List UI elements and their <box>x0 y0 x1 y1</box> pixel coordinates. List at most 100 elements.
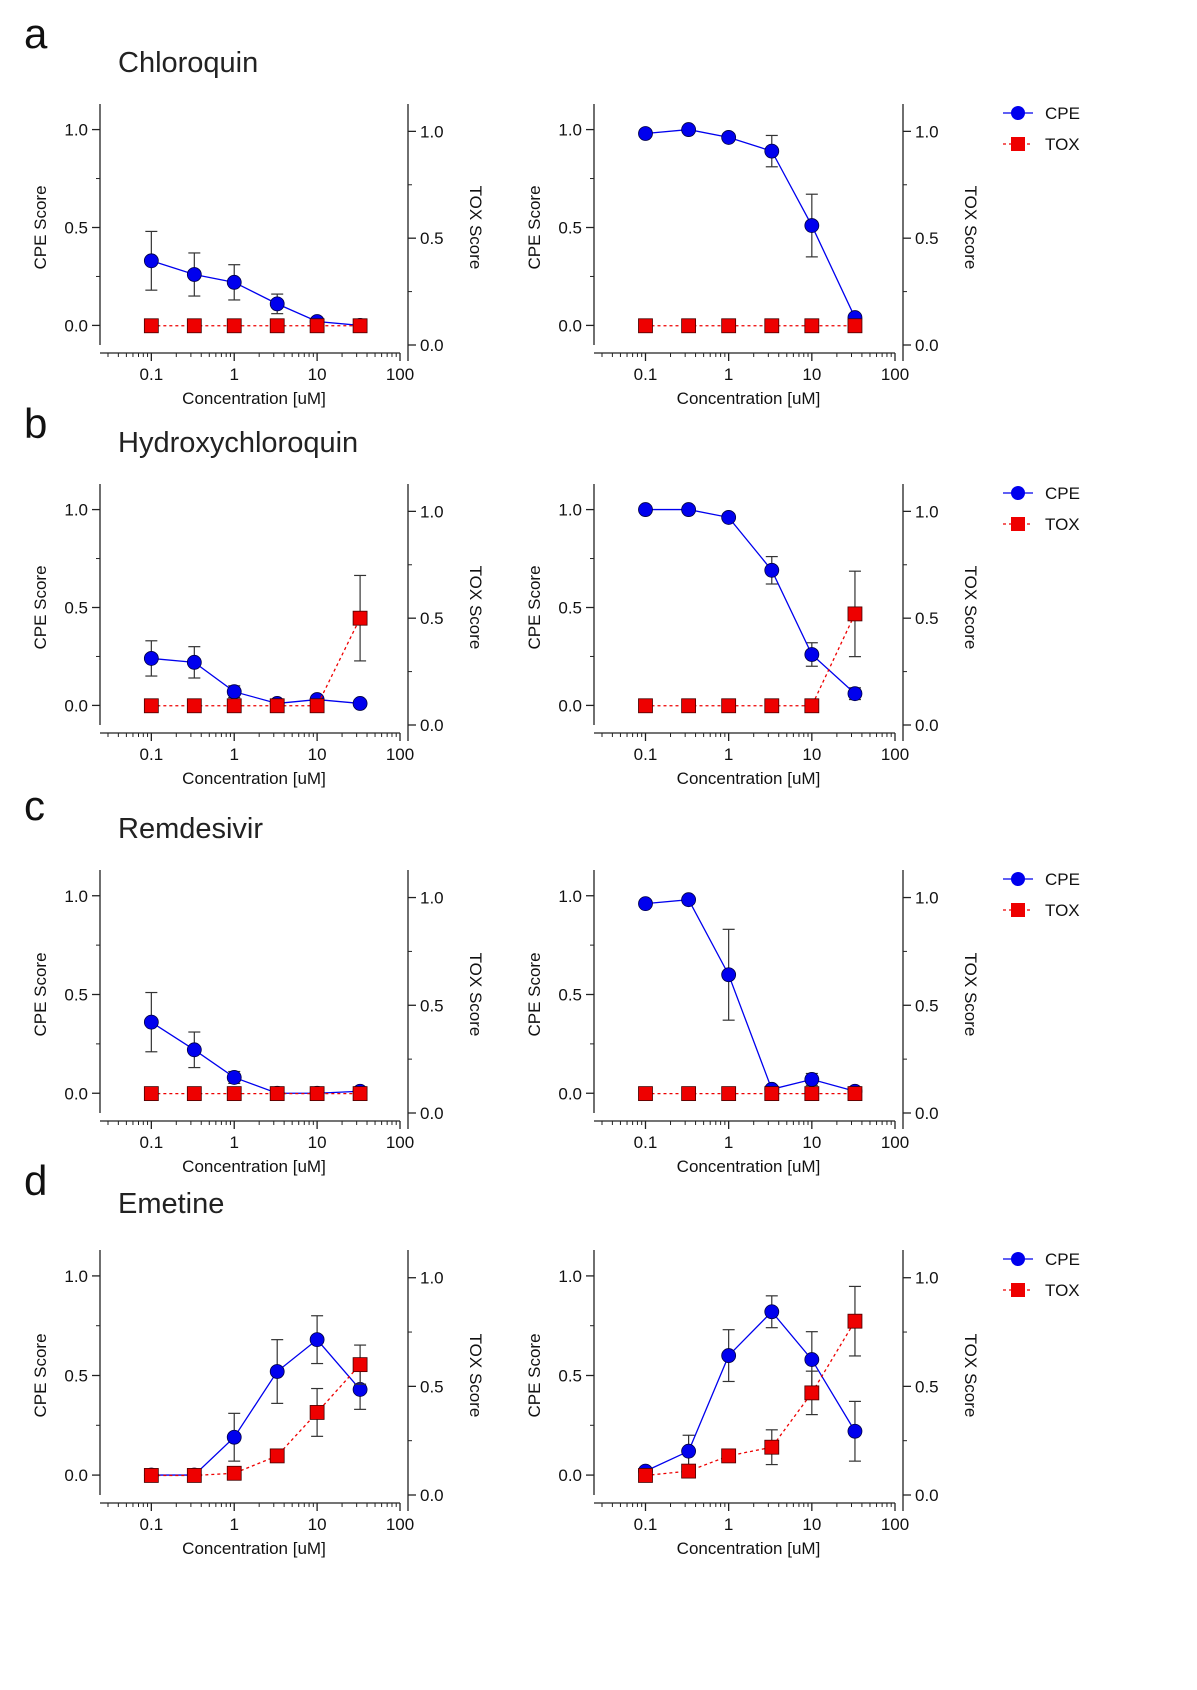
x-tick-label: 10 <box>802 365 821 384</box>
cpe-point <box>226 684 242 700</box>
x-tick-label: 0.1 <box>140 1133 164 1152</box>
y-tick-label: 1.0 <box>558 1267 582 1286</box>
x-tick-label: 10 <box>308 745 327 764</box>
chart-a-right: 0.0 0.5 1.0 CPE Score 0.0 0.5 1.0 TOX Score 0.1 1… <box>525 104 1080 408</box>
cpe-point <box>226 1070 242 1085</box>
y-tick-label: 0.0 <box>558 696 582 715</box>
cpe-point <box>681 122 697 137</box>
tox-point <box>226 1086 242 1102</box>
tox-point <box>804 698 820 714</box>
legend-tox-marker <box>1011 517 1025 531</box>
y2-tick-label: 0.5 <box>915 996 939 1015</box>
tox-point <box>143 1086 159 1102</box>
cpe-line <box>645 128 856 318</box>
y-tick-label: 1.0 <box>558 887 582 906</box>
cpe-point <box>226 274 242 290</box>
x-axis-label: Concentration [uM] <box>677 1539 821 1558</box>
tox-point <box>804 1385 820 1401</box>
cpe-point <box>638 502 653 517</box>
legend: CPE TOX <box>1003 484 1080 534</box>
cpe-point <box>721 967 737 983</box>
tox-point <box>804 1086 820 1102</box>
y2-tick-label: 0.0 <box>420 336 444 355</box>
tox-point <box>721 1086 737 1102</box>
chart-title: Hydroxychloroquin <box>118 427 358 459</box>
y2-tick-label: 1.0 <box>915 502 939 521</box>
y2-tick-label: 1.0 <box>420 502 444 521</box>
cpe-point <box>721 510 737 525</box>
tox-point <box>721 1448 737 1464</box>
cpe-point <box>638 896 653 912</box>
y2-axis-label: TOX Score <box>466 186 485 270</box>
y-tick-label: 0.5 <box>558 219 582 238</box>
tox-point <box>143 1468 159 1483</box>
y-axis-label: CPE Score <box>31 1333 50 1417</box>
cpe-point <box>269 296 285 312</box>
series-cpe <box>638 502 863 702</box>
y2-tick-label: 0.0 <box>420 716 444 735</box>
x-tick-label: 10 <box>308 1515 327 1534</box>
series-tox <box>143 574 368 714</box>
x-axis-label: Concentration [uM] <box>182 389 326 408</box>
y2-tick-label: 1.0 <box>915 889 939 908</box>
series-tox <box>143 318 368 334</box>
panel-letter: b <box>24 400 47 447</box>
legend-tox-label: TOX <box>1045 135 1080 154</box>
tox-point <box>847 1313 863 1329</box>
x-tick-label: 0.1 <box>140 365 164 384</box>
series-cpe <box>638 122 863 325</box>
legend-tox-marker <box>1011 903 1025 917</box>
x-axis-label: Concentration [uM] <box>677 389 821 408</box>
cpe-point <box>804 647 820 662</box>
cpe-point <box>143 1014 159 1030</box>
x-tick-label: 0.1 <box>634 1133 658 1152</box>
series-tox <box>638 1086 863 1102</box>
cpe-point <box>681 1443 697 1459</box>
cpe-point <box>721 130 737 145</box>
y2-tick-label: 1.0 <box>915 122 939 141</box>
tox-point <box>721 318 737 334</box>
chart-b-left: b Hydroxychloroquin 0.0 0.5 1.0 CPE Score 0.0 0… <box>24 400 485 788</box>
y2-tick-label: 0.5 <box>915 609 939 628</box>
legend-cpe-label: CPE <box>1045 1250 1080 1269</box>
cpe-point <box>186 1042 202 1058</box>
cpe-point <box>681 502 697 517</box>
legend-cpe-marker <box>1011 106 1025 120</box>
y2-axis-label: TOX Score <box>961 566 980 650</box>
tox-point <box>226 318 242 334</box>
y2-axis-label: TOX Score <box>961 1334 980 1418</box>
tox-point <box>143 318 159 334</box>
y-tick-label: 0.5 <box>558 1367 582 1386</box>
y2-tick-label: 0.5 <box>420 996 444 1015</box>
cpe-point <box>847 1423 863 1439</box>
legend: CPE TOX <box>1003 104 1080 154</box>
cpe-line <box>645 1310 856 1472</box>
series-cpe <box>143 640 368 711</box>
cpe-point <box>226 1429 242 1445</box>
cpe-point <box>269 1364 285 1379</box>
y-tick-label: 0.5 <box>64 986 88 1005</box>
cpe-point <box>847 686 863 702</box>
x-axis-label: Concentration [uM] <box>677 1157 821 1176</box>
legend-cpe-marker <box>1011 1252 1025 1266</box>
y-tick-label: 0.0 <box>558 316 582 335</box>
y-tick-label: 0.5 <box>64 219 88 238</box>
series-tox <box>143 1086 368 1102</box>
tox-point <box>764 1439 780 1455</box>
chart-d-left: d Emetine 0.0 0.5 1.0 CPE Score 0.0 0.5 1.0 TOX S… <box>24 1157 485 1558</box>
chart-title: Emetine <box>118 1188 224 1220</box>
cpe-point <box>309 1332 325 1348</box>
y-tick-label: 0.5 <box>558 599 582 618</box>
y-tick-label: 0.5 <box>64 1367 88 1386</box>
x-tick-label: 1 <box>724 745 733 764</box>
y2-tick-label: 0.5 <box>915 229 939 248</box>
legend-tox-marker <box>1011 137 1025 151</box>
y2-tick-label: 1.0 <box>420 1269 444 1288</box>
y2-tick-label: 0.5 <box>420 609 444 628</box>
legend-tox-marker <box>1011 1283 1025 1297</box>
x-tick-label: 10 <box>802 1515 821 1534</box>
legend-cpe-marker <box>1011 872 1025 886</box>
tox-point <box>847 606 863 622</box>
x-tick-label: 10 <box>308 1133 327 1152</box>
tox-point <box>269 318 285 334</box>
